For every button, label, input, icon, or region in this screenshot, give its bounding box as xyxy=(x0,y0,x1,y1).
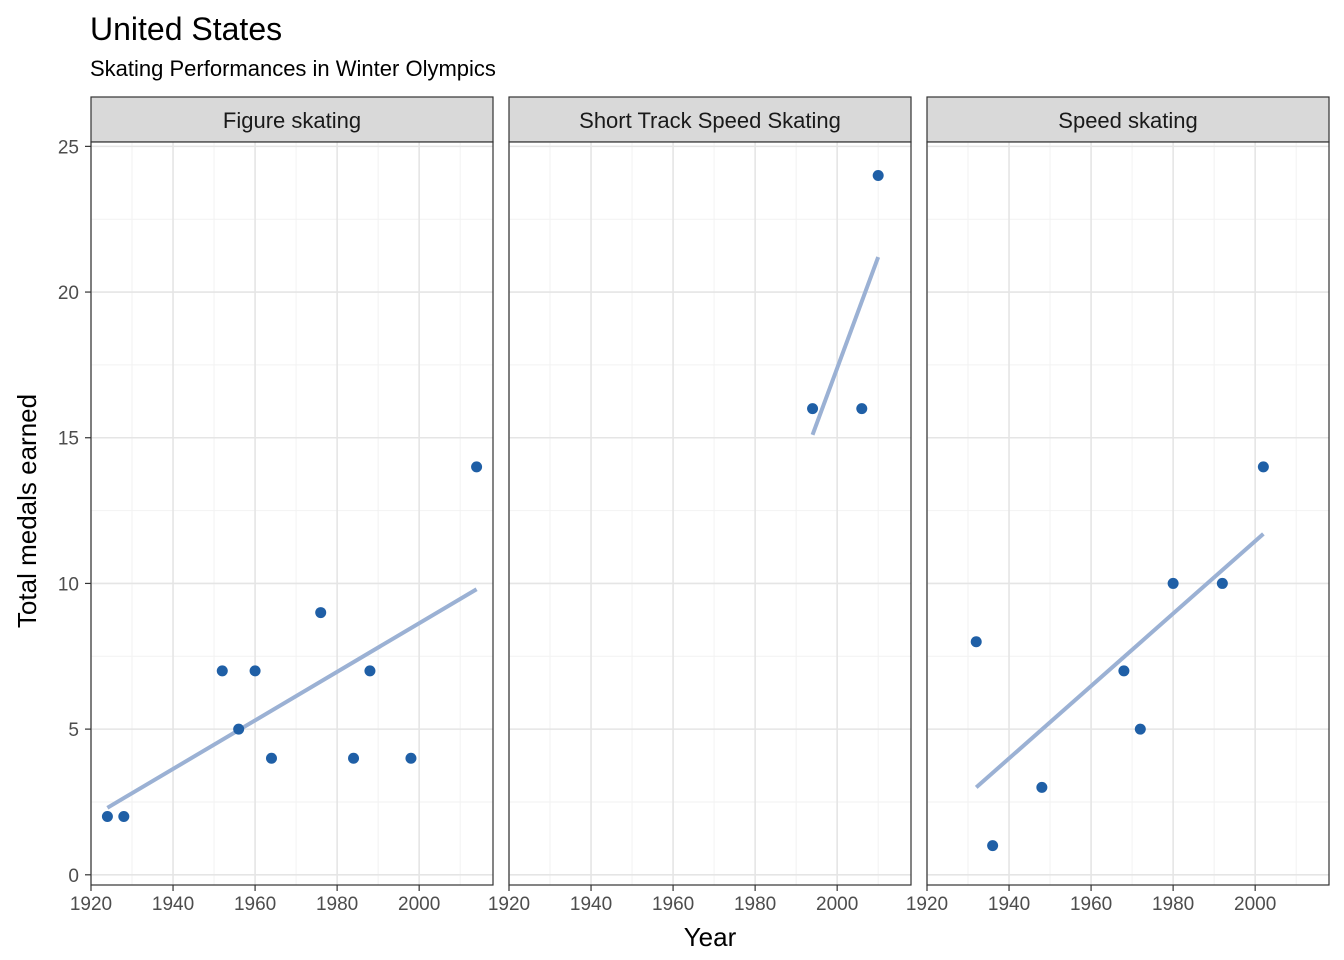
data-point xyxy=(987,840,999,852)
panel-background xyxy=(91,142,493,885)
facet-strip xyxy=(508,96,912,143)
data-point xyxy=(216,665,228,677)
x-tick-label: 1920 xyxy=(488,894,530,915)
x-tick-label: 1960 xyxy=(234,894,276,915)
data-point xyxy=(265,752,277,764)
data-point xyxy=(348,752,360,764)
data-point xyxy=(315,607,327,619)
x-axis-title: Year xyxy=(684,922,737,952)
facet-panel: Short Track Speed Skating 1920 1940 1960 198… xyxy=(488,96,912,915)
y-tick-label: 5 xyxy=(68,720,79,741)
x-tick-label: 1960 xyxy=(652,894,694,915)
x-tick-label: 1980 xyxy=(734,894,776,915)
facet-panel: Figure skating 1920 1940 1960 1980 2000 xyxy=(70,96,494,915)
data-point xyxy=(807,403,819,415)
y-tick-label: 10 xyxy=(58,574,79,595)
y-axis: 0 5 10 15 20 25 xyxy=(58,137,91,887)
x-tick-label: 1940 xyxy=(570,894,612,915)
x-tick-label: 1980 xyxy=(316,894,358,915)
data-point xyxy=(101,811,113,823)
panel-background xyxy=(509,142,911,885)
data-point xyxy=(1118,665,1130,677)
data-point xyxy=(1257,461,1269,473)
facet-label: Speed skating xyxy=(1058,108,1197,133)
x-tick-label: 1920 xyxy=(906,894,948,915)
data-point xyxy=(1134,723,1146,735)
x-tick-label: 1940 xyxy=(152,894,194,915)
chart-title: United States xyxy=(90,11,282,47)
facet-panel: Speed skating 1920 1940 1960 1980 2000 xyxy=(906,96,1330,915)
y-tick-label: 15 xyxy=(58,429,79,450)
data-point xyxy=(233,723,245,735)
y-axis-title: Total medals earned xyxy=(12,394,42,628)
data-point xyxy=(118,811,130,823)
data-point xyxy=(471,461,483,473)
y-tick-label: 0 xyxy=(68,866,79,887)
trend-line xyxy=(974,532,1265,789)
trend-line xyxy=(810,256,881,436)
data-point xyxy=(856,403,868,415)
facet-label: Figure skating xyxy=(223,108,361,133)
x-tick-label: 1960 xyxy=(1070,894,1112,915)
data-point xyxy=(1036,781,1048,793)
data-point xyxy=(872,170,884,182)
panel-background xyxy=(927,142,1329,885)
x-tick-label: 1920 xyxy=(70,894,112,915)
x-tick-label: 2000 xyxy=(1234,894,1276,915)
panel-border xyxy=(90,141,494,886)
chart-subtitle: Skating Performances in Winter Olympics xyxy=(90,56,496,81)
x-tick-label: 2000 xyxy=(398,894,440,915)
y-tick-label: 25 xyxy=(58,137,79,158)
panel-border xyxy=(926,141,1330,886)
y-tick-label: 20 xyxy=(58,283,79,304)
trend-line xyxy=(106,587,478,810)
data-point xyxy=(249,665,261,677)
panel-border xyxy=(508,141,912,886)
data-point xyxy=(970,636,982,648)
x-tick-label: 1980 xyxy=(1152,894,1194,915)
data-point xyxy=(1216,577,1228,589)
facet-strip xyxy=(926,96,1330,143)
facet-label: Short Track Speed Skating xyxy=(579,108,841,133)
data-point xyxy=(1167,577,1179,589)
x-tick-label: 1940 xyxy=(988,894,1030,915)
facet-strip xyxy=(90,96,494,143)
x-tick-label: 2000 xyxy=(816,894,858,915)
data-point xyxy=(364,665,376,677)
data-point xyxy=(405,752,417,764)
